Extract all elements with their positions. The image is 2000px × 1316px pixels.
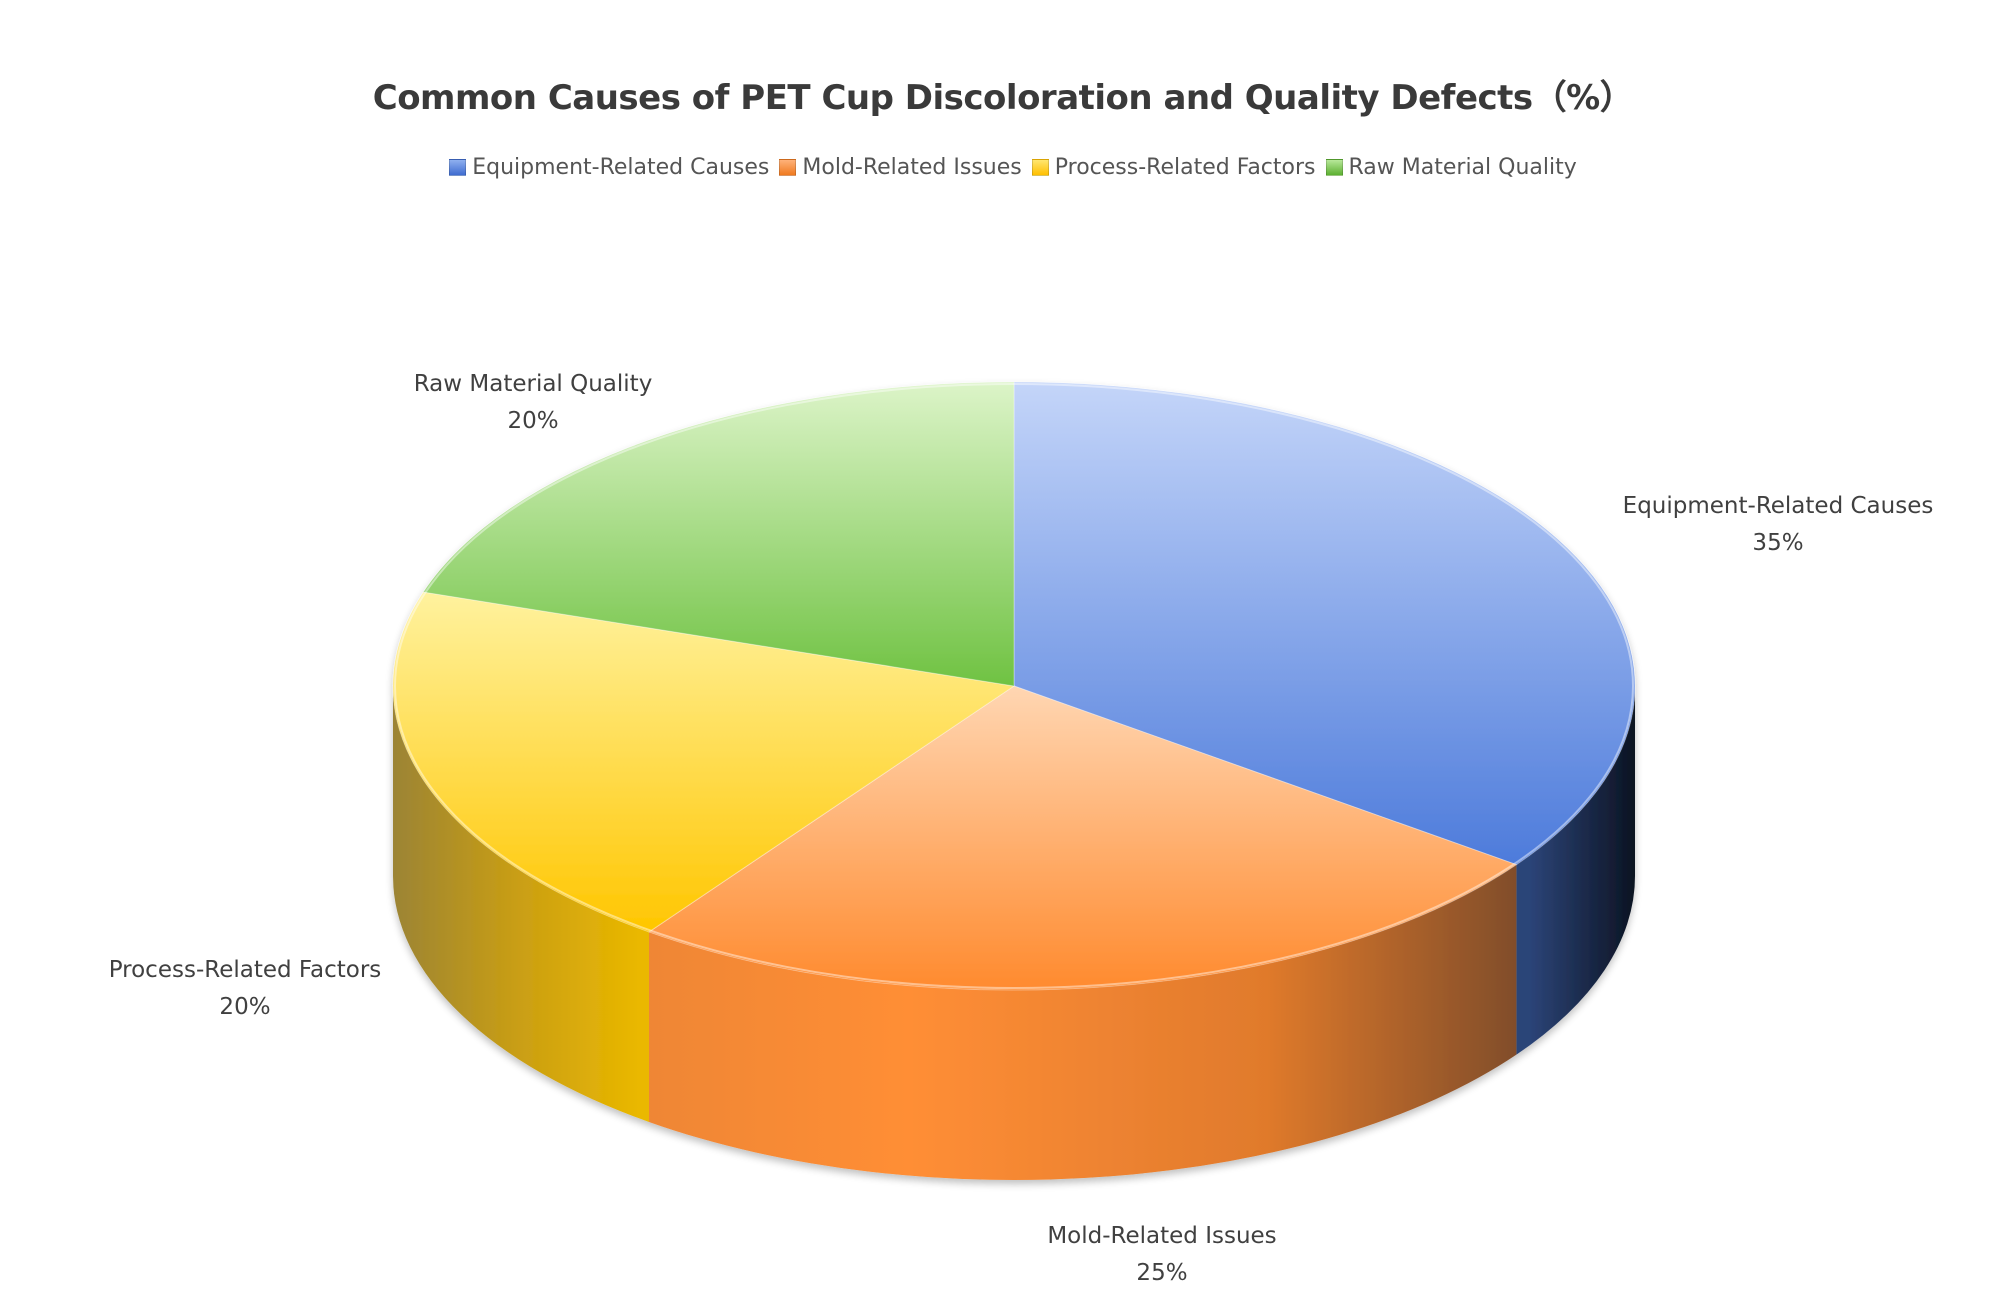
legend-swatch-equipment-icon	[449, 159, 467, 176]
pie-slice-equipment[interactable]	[1013, 381, 1636, 866]
data-label-value: 35%	[1752, 530, 1804, 556]
pie-sides	[393, 686, 1635, 1180]
pie-slice-mold[interactable]	[647, 685, 1518, 991]
pie-side-process[interactable]	[393, 686, 649, 1122]
data-label-raw-material: Raw Material Quality 20%	[414, 366, 653, 440]
chart-title: Common Causes of PET Cup Discoloration a…	[372, 78, 1634, 118]
data-label-value: 20%	[507, 408, 559, 434]
pie-slice-process[interactable]	[392, 591, 1016, 933]
data-label-name: Process-Related Factors	[108, 957, 382, 983]
pie-side-equipment[interactable]	[1516, 686, 1635, 1055]
legend: Equipment-Related Causes Mold-Related Is…	[0, 155, 2000, 180]
legend-item-equipment[interactable]: Equipment-Related Causes	[449, 155, 769, 180]
data-label-mold: Mold-Related Issues 25%	[1047, 1218, 1276, 1292]
data-label-name: Mold-Related Issues	[1047, 1223, 1277, 1249]
legend-label: Raw Material Quality	[1348, 155, 1577, 180]
legend-item-mold[interactable]: Mold-Related Issues	[779, 155, 1022, 180]
data-label-equipment: Equipment-Related Causes 35%	[1623, 488, 1934, 562]
pie-slice-raw[interactable]	[422, 381, 1015, 687]
data-label-process: Process-Related Factors 20%	[109, 952, 382, 1026]
legend-swatch-process-icon	[1031, 159, 1049, 176]
legend-label: Equipment-Related Causes	[472, 155, 770, 180]
data-label-value: 20%	[219, 994, 271, 1020]
legend-swatch-mold-icon	[779, 159, 797, 176]
data-label-value: 25%	[1136, 1260, 1188, 1286]
legend-swatch-raw-icon	[1325, 159, 1343, 176]
pie-side-mold[interactable]	[648, 864, 1517, 1180]
legend-item-process[interactable]: Process-Related Factors	[1031, 155, 1316, 180]
legend-label: Mold-Related Issues	[802, 155, 1022, 180]
data-label-name: Equipment-Related Causes	[1622, 493, 1934, 519]
pie-top	[392, 381, 1636, 991]
pie-rim-highlight	[394, 383, 1634, 989]
data-label-name: Raw Material Quality	[413, 371, 653, 397]
legend-item-raw[interactable]: Raw Material Quality	[1325, 155, 1577, 180]
legend-label: Process-Related Factors	[1054, 155, 1316, 180]
